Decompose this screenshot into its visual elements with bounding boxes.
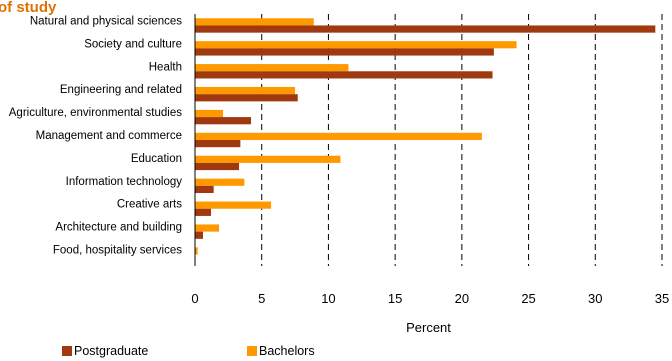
x-tick-label: 5 bbox=[258, 291, 265, 306]
bar-postgraduate bbox=[195, 140, 241, 148]
legend-label: Postgraduate bbox=[74, 344, 148, 358]
category-label: Creative arts bbox=[117, 199, 182, 211]
bar-bachelors bbox=[195, 224, 220, 232]
legend-label: Bachelors bbox=[259, 344, 315, 358]
bar-postgraduate bbox=[195, 25, 656, 33]
bar-bachelors bbox=[195, 64, 349, 72]
bar-bachelors bbox=[195, 18, 314, 26]
bar-postgraduate bbox=[195, 185, 214, 194]
bar-bachelors bbox=[195, 201, 272, 209]
bar-postgraduate bbox=[195, 48, 494, 56]
bars bbox=[195, 18, 656, 255]
category-label: Education bbox=[131, 153, 182, 165]
bar-bachelors bbox=[195, 109, 224, 118]
bar-bachelors bbox=[195, 155, 341, 163]
legend-swatch bbox=[62, 346, 72, 356]
bar-bachelors bbox=[195, 132, 482, 140]
legend-swatch bbox=[247, 346, 257, 356]
x-tick-label: 25 bbox=[521, 291, 535, 306]
category-label: Health bbox=[149, 61, 182, 73]
category-label: Information technology bbox=[66, 176, 183, 188]
legend: Postgraduate Bachelors bbox=[62, 344, 315, 358]
x-axis-ticks: 0 5 10 15 20 25 30 35 bbox=[191, 291, 669, 306]
x-tick-label: 20 bbox=[455, 291, 469, 306]
category-label: Society and culture bbox=[84, 38, 182, 50]
category-label: Natural and physical sciences bbox=[30, 15, 182, 27]
x-tick-label: 30 bbox=[588, 291, 602, 306]
x-tick-label: 10 bbox=[321, 291, 335, 306]
bar-bachelors bbox=[195, 86, 296, 95]
bar-postgraduate bbox=[195, 231, 204, 239]
chart-title: of study bbox=[0, 0, 57, 16]
bar-postgraduate bbox=[195, 208, 212, 216]
bar-postgraduate bbox=[195, 162, 240, 171]
x-tick-label: 15 bbox=[388, 291, 402, 306]
bar-bachelors bbox=[195, 178, 245, 186]
category-label: Food, hospitality services bbox=[53, 245, 182, 257]
x-tick-label: 0 bbox=[191, 291, 198, 306]
bar-bachelors bbox=[195, 247, 198, 255]
category-label: Architecture and building bbox=[55, 222, 182, 234]
category-label: Agriculture, environmental studies bbox=[9, 107, 182, 119]
category-label: Engineering and related bbox=[60, 84, 182, 96]
category-label: Management and commerce bbox=[36, 130, 182, 142]
bar-postgraduate bbox=[195, 71, 493, 79]
bar-bachelors bbox=[195, 41, 517, 49]
bar-postgraduate bbox=[195, 117, 252, 125]
category-labels: Natural and physical sciences Society and… bbox=[9, 15, 182, 256]
bar-postgraduate bbox=[195, 94, 298, 102]
x-axis-title: Percent bbox=[406, 320, 451, 335]
x-tick-label: 35 bbox=[655, 291, 669, 306]
